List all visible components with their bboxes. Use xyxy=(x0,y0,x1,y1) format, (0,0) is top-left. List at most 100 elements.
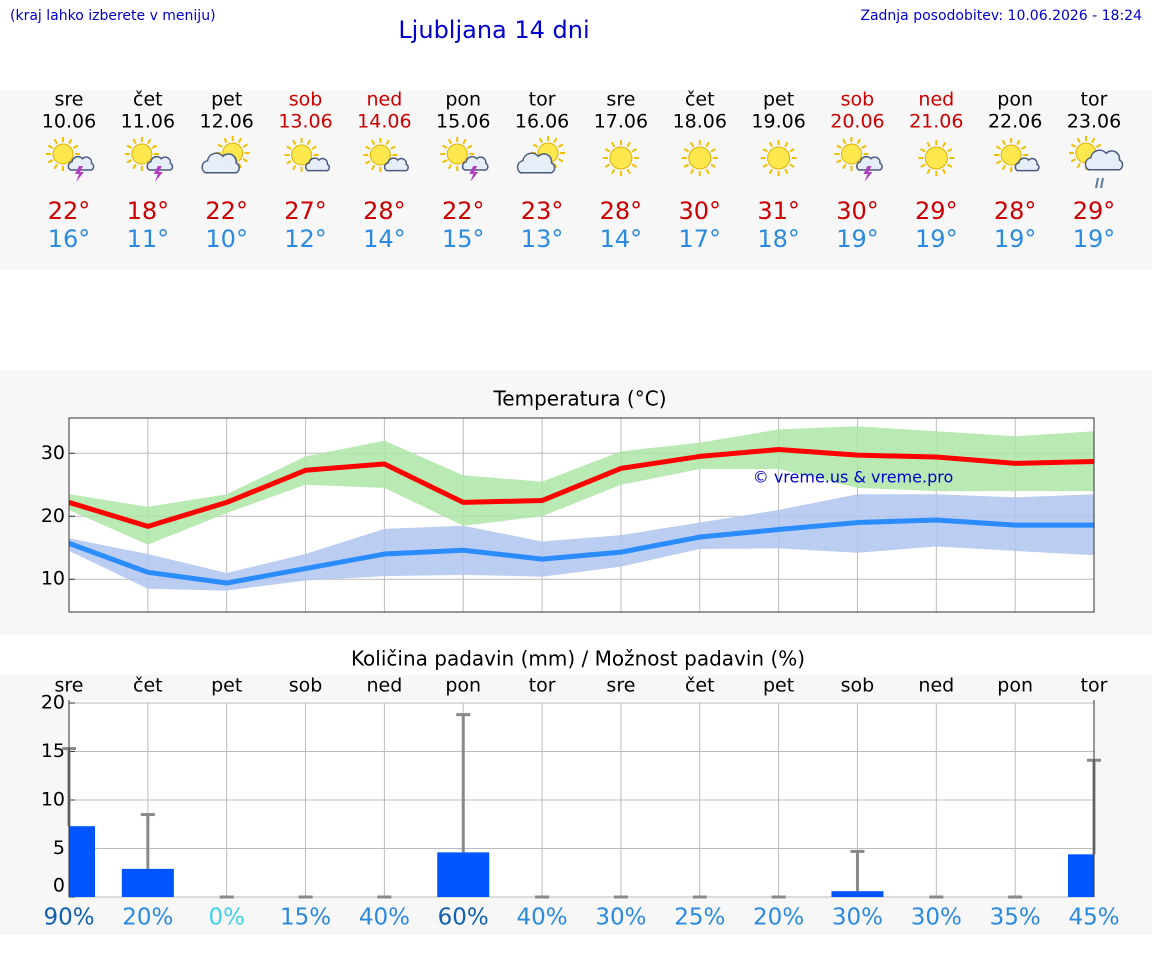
sun-ray xyxy=(705,141,710,148)
sun-ray xyxy=(689,168,695,175)
date: 14.06 xyxy=(357,111,411,133)
sun-ray xyxy=(385,139,390,146)
weather-icon xyxy=(918,140,955,176)
sun-ray xyxy=(1076,137,1081,144)
probability: 90% xyxy=(43,905,94,931)
sun-ray xyxy=(242,143,248,148)
bar xyxy=(69,826,95,897)
lightning xyxy=(75,166,84,182)
date: 23.06 xyxy=(1067,111,1121,133)
sun-ray xyxy=(784,141,789,148)
probability: 40% xyxy=(517,905,568,931)
weather-icon xyxy=(602,140,639,176)
weather-icon xyxy=(284,138,331,172)
max-temp: 18° xyxy=(127,197,170,225)
cloud xyxy=(516,152,556,174)
probability: 40% xyxy=(359,905,410,931)
sun xyxy=(52,143,74,165)
sun-ray xyxy=(223,137,228,144)
precip-plot xyxy=(69,700,1094,897)
sun xyxy=(1000,144,1022,166)
sun-ray xyxy=(856,138,861,145)
sun-ray xyxy=(365,160,371,165)
date: 10.06 xyxy=(42,111,96,133)
weekday: sre xyxy=(55,89,84,111)
probability: 60% xyxy=(438,905,489,931)
category-label: čet xyxy=(133,675,163,697)
sun-ray xyxy=(604,163,611,168)
sun-ray xyxy=(47,144,54,149)
min-temp: 10° xyxy=(205,225,248,253)
max-temp: 23° xyxy=(521,197,564,225)
weekday: pon xyxy=(445,89,481,111)
sun-ray xyxy=(604,148,611,153)
sun-ray xyxy=(941,141,947,148)
sun xyxy=(840,143,862,165)
bars xyxy=(69,826,1094,897)
sun-ray xyxy=(462,138,467,145)
min-temp: 15° xyxy=(442,225,485,253)
sun-ray xyxy=(532,143,539,148)
cloud xyxy=(146,155,174,171)
sun-ray xyxy=(920,148,926,153)
y-tick-label: 10 xyxy=(41,789,65,811)
weather-icon xyxy=(46,137,95,182)
rain xyxy=(1100,177,1104,189)
date: 22.06 xyxy=(988,111,1042,133)
sun-ray xyxy=(371,164,376,171)
sun-ray xyxy=(306,139,311,146)
min-temp: 17° xyxy=(678,225,721,253)
sun-ray xyxy=(941,168,947,175)
sun-ray xyxy=(72,144,79,149)
sun-ray xyxy=(146,138,152,145)
sun-ray xyxy=(683,163,690,168)
sun-ray xyxy=(447,163,453,170)
min-temp: 13° xyxy=(521,225,564,253)
probability: 20% xyxy=(122,905,173,931)
probability: 0% xyxy=(208,905,245,931)
category-label: ned xyxy=(366,675,402,697)
max-temp: 28° xyxy=(363,197,406,225)
sun-ray xyxy=(557,158,564,163)
category-label: čet xyxy=(685,675,715,697)
sun-ray xyxy=(1021,145,1027,150)
temp-frame xyxy=(68,417,1095,613)
category-label: sre xyxy=(55,675,84,697)
sun-ray xyxy=(1001,164,1007,171)
min-temp: 19° xyxy=(994,225,1037,253)
sun-ray xyxy=(842,163,847,170)
sun-ray xyxy=(467,144,473,149)
max-temp: 31° xyxy=(757,197,800,225)
sun-ray xyxy=(861,144,867,149)
max-temp: 27° xyxy=(284,197,327,225)
sun-ray xyxy=(132,138,137,145)
sun-ray xyxy=(447,138,453,145)
sun-ray xyxy=(311,145,317,150)
y-tick-label: 0 xyxy=(53,875,65,897)
probability: 35% xyxy=(990,905,1041,931)
weather-icon xyxy=(760,140,797,176)
date: 21.06 xyxy=(909,111,963,133)
y-tick-label: 10 xyxy=(41,568,65,590)
weekday: sob xyxy=(289,89,323,111)
date: 16.06 xyxy=(515,111,569,133)
sun xyxy=(291,144,313,166)
temp-line xyxy=(69,517,1094,586)
temp-title: Temperatura (°C) xyxy=(492,387,666,411)
series-group xyxy=(69,426,1094,591)
sun-ray xyxy=(926,141,931,148)
probability: 25% xyxy=(674,905,725,931)
sun-ray xyxy=(68,138,73,145)
precip-title: Količina padavin (mm) / Možnost padavin … xyxy=(351,647,805,671)
weekday: pet xyxy=(763,89,794,111)
weekday: čet xyxy=(685,89,715,111)
sun xyxy=(446,143,468,165)
sun-ray xyxy=(53,138,58,145)
sun xyxy=(369,144,391,166)
sun-ray xyxy=(557,143,564,148)
bar xyxy=(1068,854,1094,897)
y-tick-label: 20 xyxy=(41,505,65,527)
sun xyxy=(767,146,791,170)
